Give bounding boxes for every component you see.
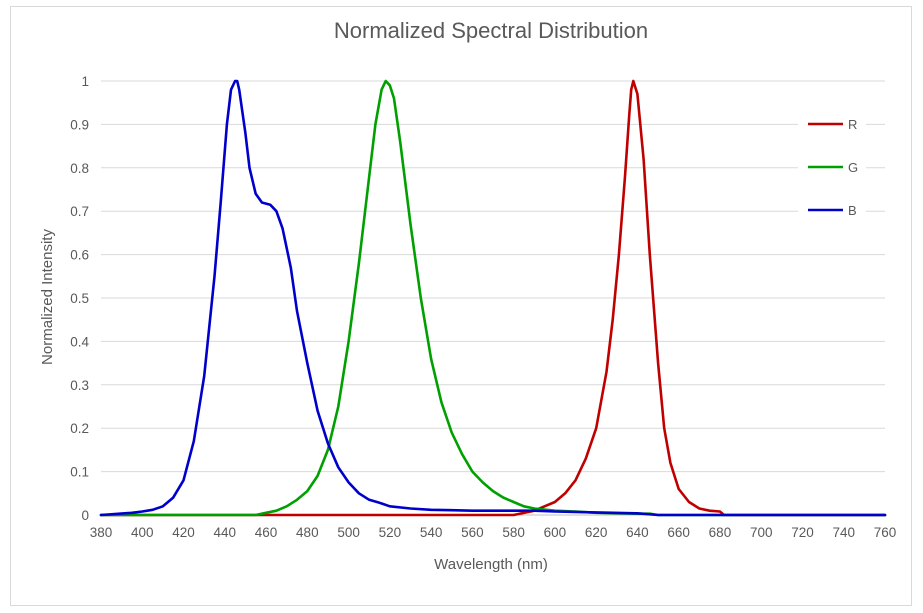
y-tick-label: 0.8 <box>70 161 89 176</box>
legend-label-b: B <box>848 203 857 218</box>
x-tick-label: 440 <box>214 525 237 540</box>
legend: R G B <box>798 102 866 230</box>
x-tick-label: 660 <box>667 525 690 540</box>
y-tick-label: 0 <box>81 508 89 523</box>
chart-title: Normalized Spectral Distribution <box>334 18 648 43</box>
x-tick-label: 500 <box>337 525 360 540</box>
x-axis-title: Wavelength (nm) <box>434 556 548 573</box>
x-tick-label: 680 <box>709 525 732 540</box>
x-tick-label: 460 <box>255 525 278 540</box>
x-tick-label: 580 <box>502 525 525 540</box>
series-lines <box>99 79 887 517</box>
y-tick-label: 0.9 <box>70 117 89 132</box>
x-tick-label: 520 <box>379 525 402 540</box>
y-tick-label: 0.5 <box>70 291 89 306</box>
x-tick-label: 640 <box>626 525 649 540</box>
series-line-b <box>99 79 887 517</box>
gridlines <box>101 80 885 473</box>
y-tick-label: 0.7 <box>70 204 89 219</box>
y-tick-label: 0.1 <box>70 465 89 480</box>
axes: 0 0.1 0.2 0.3 0.4 0.5 0.6 0.7 0.8 0.9 1 380 400 420 44… <box>70 74 896 540</box>
x-tick-label: 720 <box>791 525 814 540</box>
x-tick-label: 480 <box>296 525 319 540</box>
y-axis-title: Normalized Intensity <box>39 229 56 365</box>
series-line-r <box>99 79 887 517</box>
x-tick-label: 760 <box>874 525 897 540</box>
x-tick-label: 560 <box>461 525 484 540</box>
y-tick-label: 0.2 <box>70 421 89 436</box>
x-tick-label: 540 <box>420 525 443 540</box>
x-tick-label: 380 <box>90 525 113 540</box>
y-tick-label: 1 <box>81 74 89 89</box>
y-tick-label: 0.4 <box>70 334 89 349</box>
legend-label-g: G <box>848 160 858 175</box>
y-tick-label: 0.3 <box>70 378 89 393</box>
x-tick-label: 600 <box>544 525 567 540</box>
x-tick-label: 400 <box>131 525 154 540</box>
y-tick-label: 0.6 <box>70 248 89 263</box>
legend-label-r: R <box>848 117 857 132</box>
x-tick-label: 420 <box>172 525 195 540</box>
x-tick-label: 740 <box>832 525 855 540</box>
x-tick-label: 620 <box>585 525 608 540</box>
x-tick-label: 700 <box>750 525 773 540</box>
